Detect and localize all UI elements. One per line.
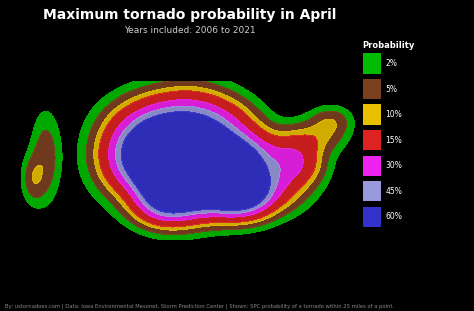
Text: 2%: 2%: [385, 59, 397, 68]
Text: 10%: 10%: [385, 110, 402, 119]
Text: 15%: 15%: [385, 136, 402, 145]
Text: Maximum tornado probability in April: Maximum tornado probability in April: [43, 8, 336, 22]
Text: 30%: 30%: [385, 161, 402, 170]
Text: Years included: 2006 to 2021: Years included: 2006 to 2021: [124, 26, 255, 35]
Text: Probability: Probability: [363, 41, 415, 50]
Text: 60%: 60%: [385, 212, 402, 221]
Text: 5%: 5%: [385, 85, 397, 94]
Text: By: ustornadoes.com | Data: Iowa Environmental Mesonet, Storm Prediction Center : By: ustornadoes.com | Data: Iowa Environ…: [5, 304, 394, 309]
Text: 45%: 45%: [385, 187, 402, 196]
